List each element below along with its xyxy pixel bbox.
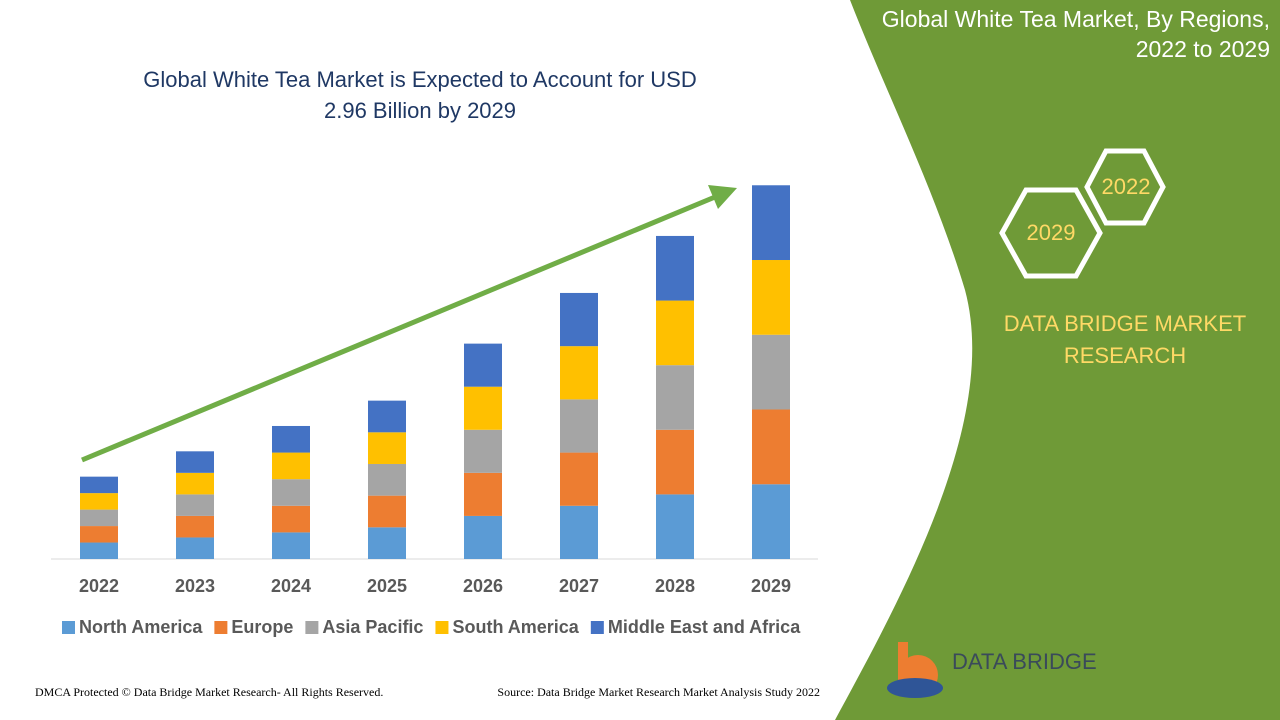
legend-label: Asia Pacific (322, 617, 423, 637)
bar-segment (80, 476, 118, 494)
bar-segment (80, 542, 118, 559)
logo-text: DATA BRIDGE (952, 649, 1097, 674)
trend-arrow (81, 185, 737, 463)
bar-segment (464, 515, 502, 559)
panel-title: Global White Tea Market, By Regions, 202… (881, 6, 1270, 62)
x-tick-label: 2023 (175, 576, 215, 596)
bar-segment (656, 300, 694, 366)
bar-segment (176, 494, 214, 516)
legend-item: South America (435, 617, 580, 637)
legend-swatch (435, 621, 449, 634)
bar-segment (464, 343, 502, 387)
legend: North America Europe Asia Pacific South Ame… (62, 617, 801, 637)
bar-segment (368, 463, 406, 496)
bar-segment (368, 495, 406, 528)
hexagon (999, 187, 1103, 279)
hexagon-label: 2029 (1027, 220, 1076, 245)
bar-segment (272, 505, 310, 533)
chart-title: Global White Tea Market is Expected to A… (143, 67, 697, 123)
legend-item: North America (62, 617, 203, 637)
legend-item: Asia Pacific (305, 617, 423, 637)
arrow-head (708, 185, 737, 209)
bar-segment (368, 432, 406, 464)
bar-segment (368, 527, 406, 559)
x-tick-label: 2026 (463, 576, 503, 596)
bar-segment (752, 409, 790, 485)
bar-segment (752, 260, 790, 335)
title-box: Global White Tea Market is Expected to A… (143, 67, 697, 123)
hexagon-label: 2022 (1102, 174, 1151, 199)
x-tick-label: 2024 (271, 576, 311, 596)
bar-segment (464, 386, 502, 430)
bar-segment (80, 493, 118, 510)
bar-segment (560, 399, 598, 453)
legend-swatch (62, 621, 75, 634)
bar-segment (80, 526, 118, 543)
bar-segment (560, 292, 598, 347)
bar-segment (656, 365, 694, 430)
brand: DATA BRIDGE MARKET RESEARCH (1003, 311, 1247, 368)
bar-segment (272, 479, 310, 506)
legend-item: Europe (214, 617, 293, 637)
legend-label: North America (79, 617, 203, 637)
legend-label: South America (452, 617, 579, 637)
bar-segment (176, 451, 214, 473)
x-tick-label: 2025 (367, 576, 407, 596)
bars: 2022 2023 2024 2025 2026 2027 2028 2029 (79, 185, 791, 596)
bar-segment (272, 532, 310, 559)
bar-segment (176, 515, 214, 538)
x-tick-label: 2027 (559, 576, 599, 596)
bar-segment (752, 484, 790, 559)
bar-segment (176, 472, 214, 495)
hexagon (1084, 148, 1166, 226)
bar-segment (368, 400, 406, 433)
bar-segment (656, 429, 694, 495)
legend-label: Europe (231, 617, 293, 637)
bar-segment (656, 494, 694, 559)
x-tick-label: 2028 (655, 576, 695, 596)
bar-segment (272, 425, 310, 453)
bar-segment (560, 452, 598, 506)
bar-segment (752, 185, 790, 261)
legend-swatch (305, 621, 319, 634)
legend-swatch (590, 621, 604, 634)
footer-right: Source: Data Bridge Market Research Mark… (497, 685, 820, 699)
bar-segment (464, 472, 502, 516)
bar-segment (464, 429, 502, 473)
footer-left: DMCA Protected © Data Bridge Market Rese… (35, 685, 383, 699)
bar-segment (560, 346, 598, 400)
bar-segment (272, 452, 310, 480)
legend-label: Middle East and Africa (608, 617, 801, 637)
panel-title-box: Global White Tea Market, By Regions, 202… (881, 6, 1270, 62)
x-tick-label: 2029 (751, 576, 791, 596)
bar-segment (176, 537, 214, 559)
legend-swatch (214, 621, 228, 634)
green-panel (835, 0, 1280, 720)
logo: DATA BRIDGE (887, 642, 1097, 698)
bar-segment (80, 509, 118, 527)
bar-segment (656, 235, 694, 301)
logo-swoosh (887, 678, 943, 698)
x-tick-label: 2022 (79, 576, 119, 596)
brand-box: DATA BRIDGE MARKET RESEARCH (1003, 311, 1247, 368)
legend-item: Middle East and Africa (590, 617, 801, 637)
arrow-line (81, 194, 716, 463)
bar-segment (560, 505, 598, 559)
bar-segment (752, 334, 790, 410)
